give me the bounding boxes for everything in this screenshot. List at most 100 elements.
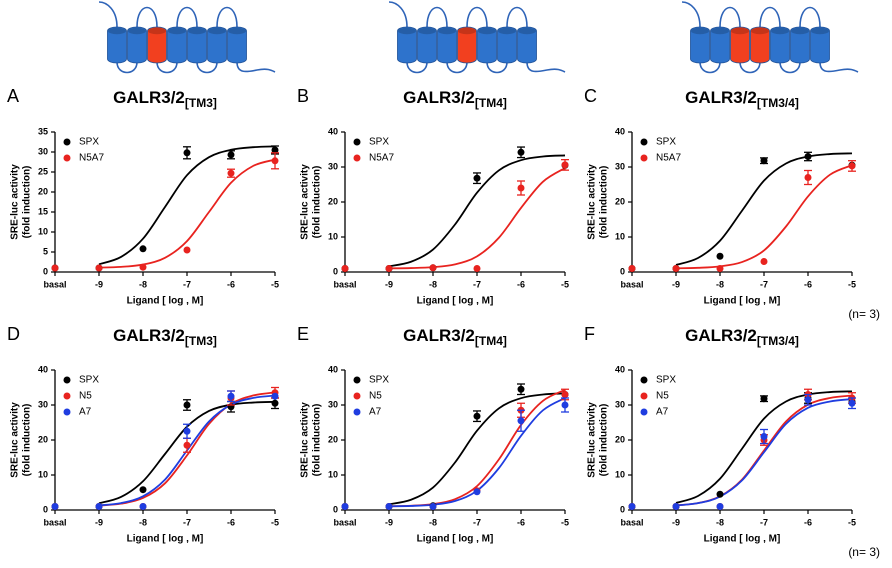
y-tick-label: 40 (615, 126, 625, 136)
legend-marker (353, 408, 361, 416)
data-point (561, 391, 569, 398)
x-axis-title: Ligand [ log , M] (127, 534, 204, 545)
legend-marker (640, 154, 648, 162)
helix (127, 26, 147, 64)
y-tick-label: 20 (38, 186, 48, 196)
y-tick-label: 40 (38, 364, 48, 374)
legend-marker (640, 376, 648, 384)
data-point (271, 399, 279, 407)
legend-label: N5A7 (369, 153, 394, 164)
helix (417, 26, 437, 64)
data-point (672, 265, 680, 272)
legend-label: SPX (369, 137, 389, 148)
legend-label: N5 (369, 391, 382, 402)
x-tick-label: -8 (716, 279, 724, 289)
helix (477, 26, 497, 64)
title-subscript: [TM3/4] (757, 334, 799, 348)
data-point (183, 401, 191, 409)
helix (710, 26, 730, 64)
data-point (716, 252, 724, 260)
title-subscript: [TM3] (185, 334, 217, 348)
y-axis-title: (fold induction) (312, 166, 323, 239)
x-tick-label: -6 (517, 517, 525, 527)
data-point (271, 392, 279, 400)
data-point (760, 433, 768, 440)
legend-label: N5 (79, 391, 92, 402)
y-tick-label: 10 (615, 469, 625, 479)
data-point (473, 488, 481, 496)
legend-marker (353, 138, 361, 146)
legend-marker (640, 408, 648, 416)
panel-label: C (584, 86, 597, 106)
panel: 0 10 20 30 40 basal -9 -8 -7 -6 -5 Ligand [ log , M… (7, 324, 279, 545)
panel: 0 10 20 30 40 basal -9 -8 -7 -6 -5 Ligand [ log , M… (297, 86, 569, 307)
fit-curve (675, 394, 853, 507)
data-point (473, 412, 481, 420)
data-point (804, 153, 812, 160)
y-tick-label: 25 (38, 166, 48, 176)
annotation: (n= 3) (848, 307, 880, 321)
x-tick-label: basal (620, 517, 643, 527)
title-main: GALR3/2 (685, 326, 757, 345)
panel-label: F (584, 324, 595, 344)
y-tick-label: 30 (38, 399, 48, 409)
fit-curve (388, 392, 566, 506)
x-tick-label: -9 (672, 517, 680, 527)
data-point (227, 151, 235, 159)
data-point (183, 149, 191, 157)
receptor-schematic (681, 1, 859, 74)
x-axis-title: Ligand [ log , M] (704, 534, 781, 545)
fit-curve (388, 154, 566, 268)
helix (517, 26, 537, 64)
y-tick-label: 40 (615, 364, 625, 374)
y-tick-label: 35 (38, 126, 48, 136)
data-point (385, 503, 393, 510)
y-tick-label: 10 (615, 231, 625, 241)
helix (107, 26, 127, 64)
data-point (760, 258, 768, 265)
y-axis-title: (fold induction) (599, 404, 610, 477)
data-point (139, 245, 147, 253)
y-tick-label: 40 (328, 364, 338, 374)
helix (147, 26, 167, 64)
panel-label: E (297, 324, 309, 344)
chart-title: GALR3/2[TM4] (403, 326, 507, 348)
x-tick-label: -7 (760, 517, 768, 527)
y-axis-title: SRE-luc activity (300, 164, 311, 240)
legend-label: A7 (656, 407, 669, 418)
data-point (227, 392, 235, 400)
legend-label: N5A7 (656, 153, 681, 164)
data-point (804, 396, 812, 404)
data-point (385, 265, 393, 272)
data-point (716, 265, 724, 272)
helix (207, 26, 227, 64)
chart-title: GALR3/2[TM3] (113, 88, 217, 110)
x-tick-label: -6 (804, 517, 812, 527)
legend-marker (63, 392, 71, 400)
legend-marker (63, 138, 71, 146)
y-axis-title: SRE-luc activity (587, 164, 598, 240)
helix (397, 26, 417, 64)
data-point (517, 148, 525, 156)
helix (770, 26, 790, 64)
x-tick-label: -6 (804, 279, 812, 289)
x-tick-label: -5 (271, 279, 279, 289)
x-tick-label: -5 (561, 279, 569, 289)
panel-label: D (7, 324, 20, 344)
data-point (517, 417, 525, 425)
legend-label: SPX (369, 375, 389, 386)
legend-label: SPX (656, 375, 676, 386)
panel: 0 10 20 30 40 basal -9 -8 -7 -6 -5 Ligand [ log , M… (584, 86, 880, 321)
x-tick-label: -7 (183, 517, 191, 527)
fit-curve (675, 164, 853, 270)
legend-marker (63, 154, 71, 162)
y-axis-title: (fold induction) (22, 166, 33, 239)
legend-marker (63, 376, 71, 384)
legend-label: SPX (79, 137, 99, 148)
y-tick-label: 10 (38, 469, 48, 479)
panel: 0 5 10 15 20 25 30 35 basal -9 -8 -7 -6 -5 Ligand [ lo… (7, 86, 279, 307)
helix (730, 26, 750, 64)
data-point (804, 174, 812, 181)
data-point (95, 264, 103, 272)
x-tick-label: basal (43, 279, 66, 289)
